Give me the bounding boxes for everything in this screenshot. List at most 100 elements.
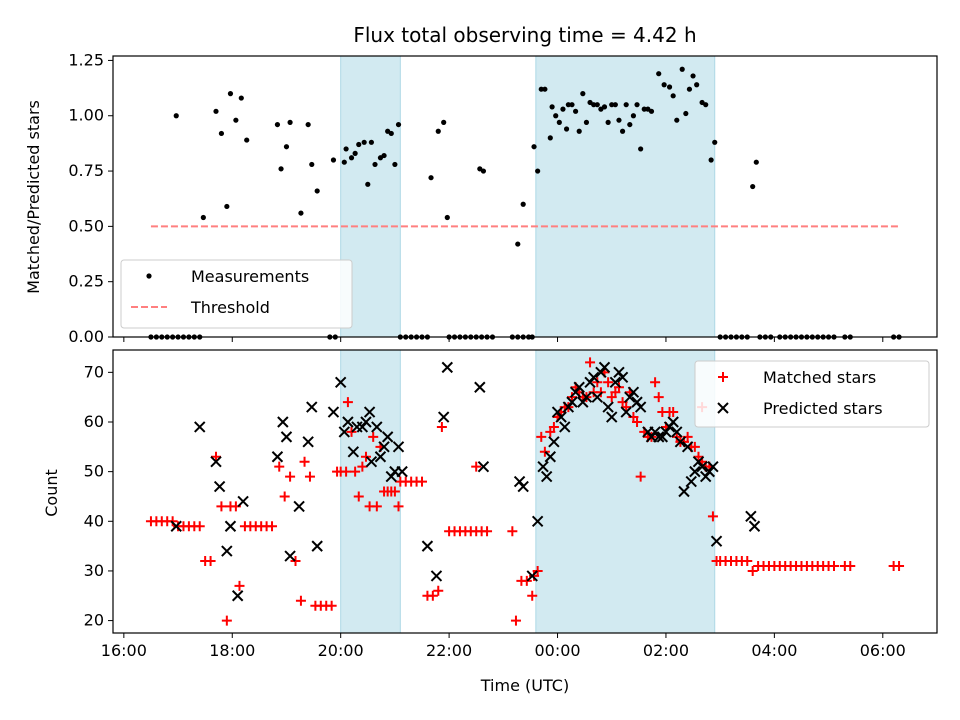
matched-star-point xyxy=(211,451,221,462)
matched-star-point xyxy=(707,511,718,522)
matched-star-point xyxy=(393,501,404,512)
matched-star-point xyxy=(427,590,438,601)
legend-x-marker xyxy=(717,402,729,414)
predicted-star-point xyxy=(347,446,360,458)
measurement-point xyxy=(381,152,387,159)
matched-star-point xyxy=(621,402,632,413)
measurement-point xyxy=(753,159,759,165)
measurement-point xyxy=(341,159,347,165)
predicted-star-point xyxy=(231,590,244,602)
matched-star-point xyxy=(436,421,447,432)
matched-star-point xyxy=(326,600,337,611)
matched-star-point xyxy=(360,451,371,462)
x-axis-label: Time (UTC) xyxy=(480,676,569,695)
measurement-point xyxy=(572,108,579,114)
matched-star-point xyxy=(829,560,839,571)
matched-star-point xyxy=(221,615,232,626)
matched-star-point xyxy=(894,560,905,571)
predicted-star-point xyxy=(587,371,600,384)
predicted-star-point xyxy=(210,456,222,468)
legend-label: Threshold xyxy=(190,298,270,317)
matched-star-point xyxy=(234,580,245,591)
measurement-point xyxy=(274,121,281,128)
predicted-star-point xyxy=(653,431,665,443)
measurement-point xyxy=(674,117,680,123)
predicted-star-point xyxy=(685,475,697,488)
matched-star-point xyxy=(539,446,550,457)
predicted-star-point xyxy=(474,381,486,393)
predicted-star-point xyxy=(477,460,490,473)
top-axes: 0.00 0.25 0.50 0.75 1.00 1.25 Measurements Thre… xyxy=(68,50,938,346)
x-tick-label: 20:00 xyxy=(318,641,364,660)
y-tick-label: 30 xyxy=(84,561,104,580)
measurement-point xyxy=(553,113,559,119)
measurement-point xyxy=(619,128,626,134)
top-y-axis-label: Matched/Predicted stars xyxy=(24,100,43,294)
measurement-point xyxy=(591,102,597,108)
predicted-star-point xyxy=(689,465,701,478)
bottom-y-axis-label: Count xyxy=(42,469,61,517)
matched-star-point xyxy=(471,461,482,472)
matched-star-point xyxy=(357,461,368,472)
matched-star-point xyxy=(350,466,361,477)
matched-star-point xyxy=(507,526,518,537)
measurement-point xyxy=(638,146,644,152)
measurement-point xyxy=(348,155,355,161)
predicted-star-point xyxy=(437,411,450,423)
legend-label: Predicted stars xyxy=(763,399,883,418)
measurement-point xyxy=(372,161,378,168)
predicted-star-point xyxy=(213,480,226,493)
matched-star-point xyxy=(482,526,493,537)
predicted-star-point xyxy=(302,436,314,448)
matched-star-point xyxy=(527,590,538,601)
predicted-star-point xyxy=(365,456,378,468)
measurement-point xyxy=(560,106,566,112)
predicted-star-point xyxy=(620,406,632,418)
legend-box xyxy=(120,259,353,329)
plot-frame xyxy=(112,349,938,634)
predicted-star-point xyxy=(338,426,351,438)
predicted-star-point xyxy=(277,416,289,428)
measurement-point xyxy=(549,104,555,110)
measurement-point xyxy=(531,144,537,150)
predicted-star-point xyxy=(707,460,719,473)
matched-star-point xyxy=(433,585,444,596)
predicted-star-point xyxy=(378,441,390,453)
predicted-star-point xyxy=(710,535,723,547)
measurement-point xyxy=(694,82,700,88)
x-tick-label: 00:00 xyxy=(534,641,580,660)
matched-star-point xyxy=(353,491,364,502)
measurement-point xyxy=(686,86,693,92)
matched-star-point xyxy=(274,461,285,472)
measurement-point xyxy=(538,86,544,92)
matched-star-point xyxy=(205,556,216,567)
matched-star-point xyxy=(845,560,856,571)
measurement-point xyxy=(605,119,611,125)
matched-star-point xyxy=(299,456,310,467)
y-tick-label: 1.00 xyxy=(68,106,104,125)
chart-title: Flux total observing time = 4.42 h xyxy=(353,23,696,47)
predicted-star-point xyxy=(678,485,690,498)
predicted-star-point xyxy=(573,381,585,393)
measurement-point xyxy=(238,95,244,101)
matched-star-point xyxy=(510,615,521,626)
matched-star-point xyxy=(632,416,643,427)
measurement-point xyxy=(435,128,441,134)
predicted-star-point xyxy=(671,426,683,438)
predicted-star-point xyxy=(392,441,405,453)
matched-star-point xyxy=(548,421,559,432)
measurement-point xyxy=(278,166,284,172)
measurement-point xyxy=(287,119,293,125)
matched-star-point xyxy=(521,575,532,586)
matched-star-point xyxy=(290,556,301,567)
measurement-point xyxy=(218,130,225,137)
predicted-star-point xyxy=(531,515,544,527)
predicted-star-point xyxy=(544,451,557,463)
measurement-point xyxy=(298,210,304,216)
matched-star-point xyxy=(603,377,614,388)
predicted-star-point xyxy=(327,406,340,418)
x-tick-label: 04:00 xyxy=(751,641,797,660)
matched-star-point xyxy=(650,377,661,388)
measurement-point xyxy=(569,102,575,108)
